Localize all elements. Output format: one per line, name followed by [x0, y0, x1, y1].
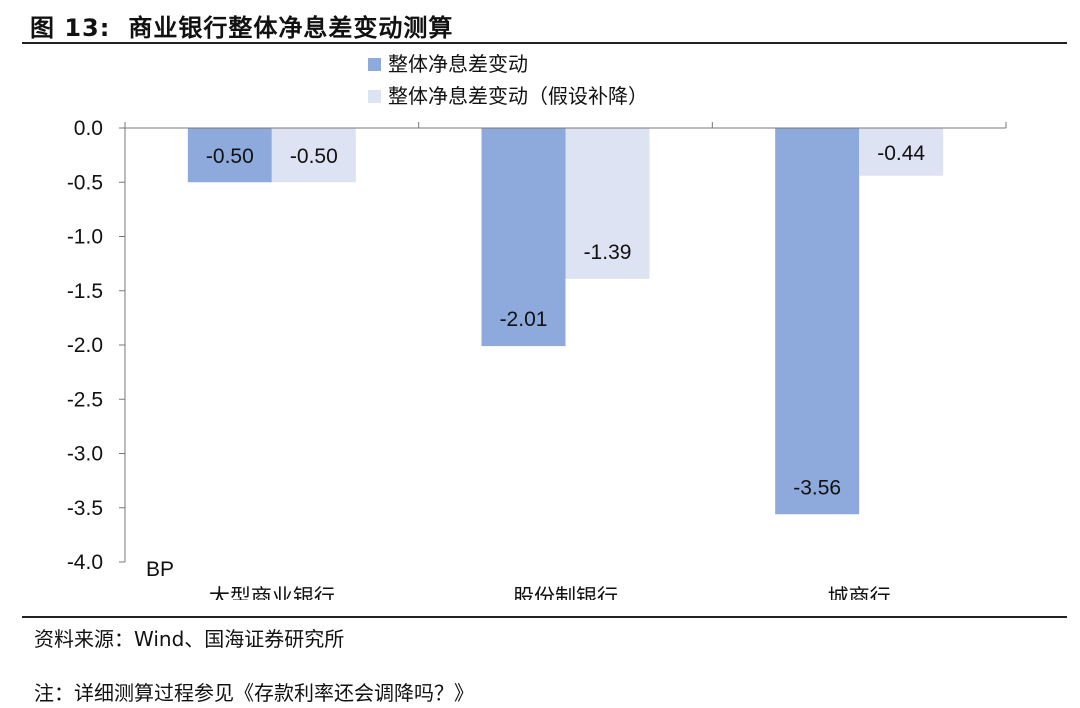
footer-divider [22, 616, 1067, 618]
bar-1-1 [187, 128, 272, 183]
y-tick-label: -1.0 [67, 226, 103, 249]
figure-header: 图 13: 商业银行整体净息差变动测算 [22, 6, 1067, 44]
y-tick-label: -3.0 [67, 443, 103, 466]
source-note: 资料来源：Wind、国海证券研究所 [34, 627, 345, 651]
data-label: -2.01 [500, 308, 548, 331]
bar-1-3 [775, 128, 860, 515]
legend-label-2: 整体净息差变动（假设补降） [388, 85, 648, 108]
x-category-label: 股份制银行 [513, 586, 618, 600]
x-category-label: 大型商业银行 [209, 586, 335, 600]
legend-swatch-1 [368, 58, 381, 71]
bar-1-2 [481, 128, 566, 347]
legend-swatch-2 [368, 90, 381, 103]
y-tick-label: -1.5 [67, 280, 103, 303]
bar-2-3 [859, 128, 944, 176]
figure-title: 图 13: 商业银行整体净息差变动测算 [30, 8, 453, 43]
data-label: -0.44 [877, 142, 925, 165]
y-tick-label: -2.5 [67, 388, 103, 411]
y-tick-label: -2.0 [67, 334, 103, 357]
y-tick-label: -0.5 [67, 171, 103, 194]
data-label: -3.56 [793, 476, 841, 499]
y-tick-label: -3.5 [67, 497, 103, 520]
data-label: -0.50 [206, 145, 254, 168]
y-tick-label: 0.0 [74, 117, 103, 140]
bar-series: -0.50 -0.50 -2.01 -1.39 -3.56 -0.44 [187, 128, 944, 515]
legend-label-1: 整体净息差变动 [388, 53, 528, 76]
bar-2-1 [271, 128, 356, 183]
data-label: -1.39 [584, 241, 632, 264]
x-category-label: 城商行 [828, 586, 891, 600]
y-axis: 0.0 -0.5 -1.0 -1.5 -2.0 -2.5 -3.0 -3.5 -4.0 BP [67, 117, 174, 581]
data-label: -0.50 [290, 145, 338, 168]
x-axis: 大型商业银行 股份制银行 城商行 [124, 122, 1007, 600]
y-tick-label: -4.0 [67, 551, 103, 574]
bar-2-2 [565, 128, 650, 279]
footnote: 注：详细测算过程参见《存款利率还会调降吗？》 [34, 681, 474, 705]
figure-label: 图 13: [30, 14, 111, 42]
unit-label: BP [146, 558, 174, 581]
figure-title-text: 商业银行整体净息差变动测算 [128, 14, 454, 42]
